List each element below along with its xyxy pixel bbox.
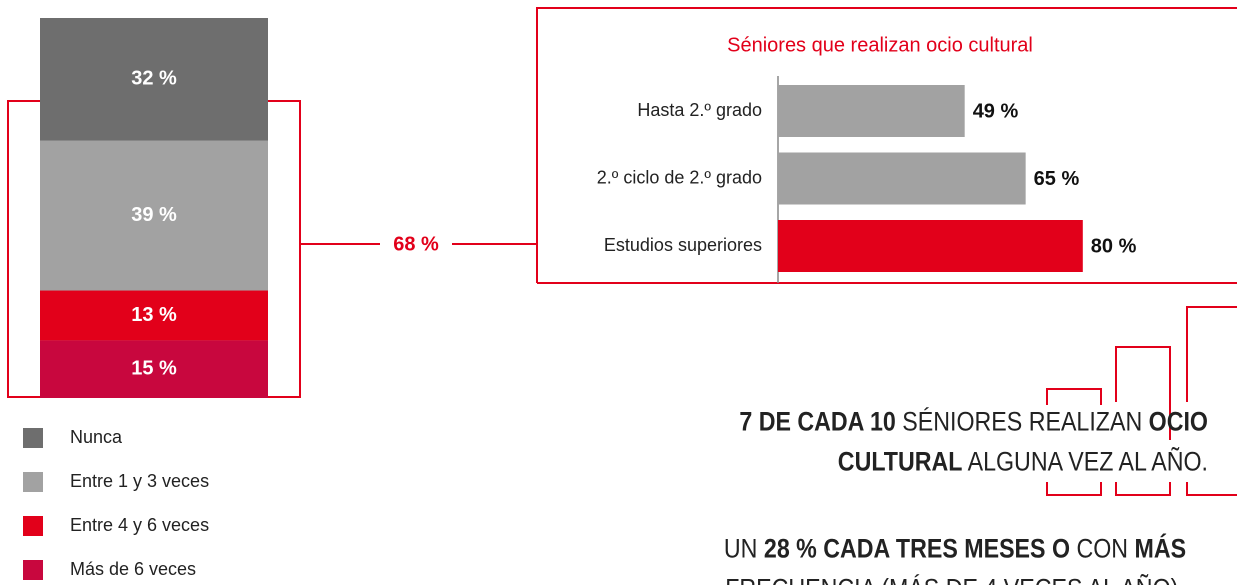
legend-swatch [23, 472, 43, 492]
headline-part: OCIO [1149, 407, 1208, 437]
legend-label: Más de 6 veces [70, 559, 196, 579]
legend-swatch [23, 516, 43, 536]
headline-part: 7 DE CADA 10 [739, 407, 896, 437]
headline-part: 28 % CADA TRES MESES O [764, 534, 1070, 564]
category-label: Estudios superiores [604, 235, 762, 255]
headline-part: CULTURAL [838, 447, 963, 477]
value-label: 13 % [131, 304, 177, 326]
value-label: 49 % [973, 100, 1019, 122]
headline-part: UN [724, 534, 764, 564]
headline: 7 DE CADA 10 SÉNIORES REALIZAN OCIO [739, 405, 1208, 436]
value-label: 15 % [131, 357, 177, 379]
headline-part: SÉNIORES REALIZAN [896, 405, 1149, 436]
legend-swatch [23, 428, 43, 448]
stack-segment [40, 140, 268, 291]
bar [778, 152, 1026, 205]
category-label: 2.º ciclo de 2.º grado [597, 167, 762, 187]
decoration [1046, 306, 1237, 496]
headline-part: ALGUNA VEZ AL AÑO. [962, 445, 1208, 476]
legend-label: Entre 1 y 3 veces [70, 471, 209, 491]
annotation: 68 % [393, 233, 439, 255]
legend-label: Entre 4 y 6 veces [70, 515, 209, 535]
legend-swatch [23, 560, 43, 580]
headline-part: MÁS [1135, 532, 1187, 563]
headline-part: FRECUENCIA (MÁS DE 4 VECES AL AÑO). [725, 572, 1185, 585]
value-label: 32 % [131, 68, 177, 90]
headline: FRECUENCIA (MÁS DE 4 VECES AL AÑO). [725, 572, 1185, 585]
headline: UN 28 % CADA TRES MESES O CON MÁS [724, 532, 1186, 563]
chart-title: Séniores que realizan ocio cultural [727, 34, 1033, 56]
value-label: 65 % [1034, 168, 1080, 190]
bar [778, 220, 1083, 272]
stack-segment [40, 290, 268, 341]
category-label: Hasta 2.º grado [637, 100, 762, 120]
legend-label: Nunca [70, 427, 123, 447]
stack-segment [40, 18, 268, 141]
value-label: 39 % [131, 204, 177, 226]
headline-part: CON [1070, 534, 1134, 564]
panel-frame [536, 7, 1237, 284]
stack-segment [40, 340, 268, 398]
dynamic: 32 % Nunca 39 % Entre 1 y 3 veces 13 % Entre … [23, 18, 1208, 585]
value-label: 80 % [1091, 235, 1137, 257]
bar [778, 85, 965, 137]
headline: CULTURAL ALGUNA VEZ AL AÑO. [838, 445, 1208, 476]
